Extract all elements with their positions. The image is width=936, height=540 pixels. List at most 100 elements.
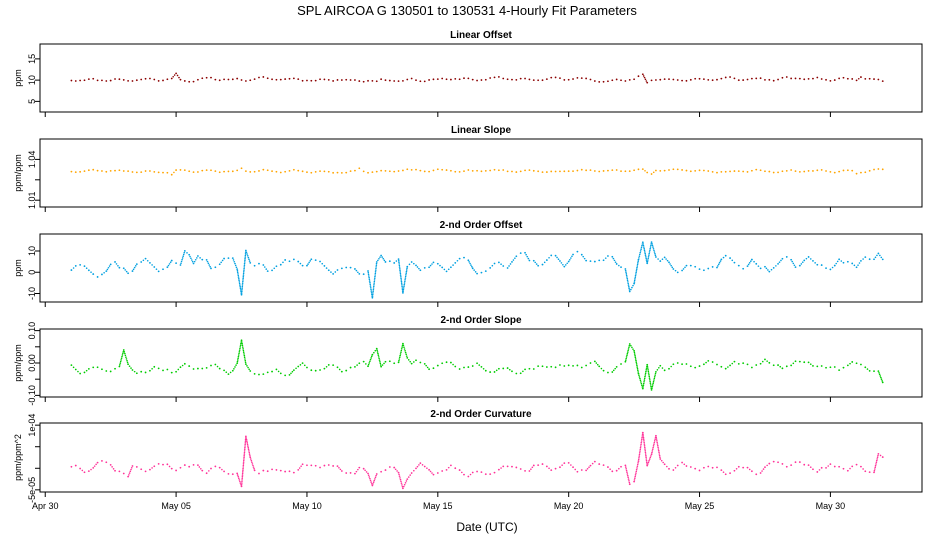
data-point <box>541 365 544 368</box>
data-point <box>512 259 515 261</box>
data-point <box>74 171 77 174</box>
data-point <box>410 168 413 171</box>
data-point <box>672 268 675 270</box>
data-point <box>636 265 639 267</box>
data-point <box>242 272 245 275</box>
data-point <box>405 269 408 271</box>
data-point <box>245 438 248 441</box>
data-point <box>656 369 659 371</box>
data-point <box>657 446 659 449</box>
data-point <box>733 360 736 363</box>
data-point <box>653 251 656 253</box>
data-point <box>227 78 230 81</box>
data-point <box>458 257 461 260</box>
data-point <box>541 463 544 465</box>
data-point <box>241 287 243 289</box>
data-point <box>724 76 727 79</box>
data-point <box>881 456 884 458</box>
data-point <box>563 265 566 268</box>
data-point <box>458 469 461 471</box>
data-point <box>369 477 371 480</box>
data-point <box>655 169 657 172</box>
data-point <box>612 369 615 372</box>
data-point <box>864 171 867 174</box>
data-point <box>425 364 427 367</box>
data-point <box>768 170 771 173</box>
data-point <box>349 472 352 474</box>
data-point <box>340 370 343 373</box>
data-point <box>868 471 871 474</box>
data-point <box>258 262 260 265</box>
data-point <box>149 369 151 372</box>
data-point <box>554 76 557 79</box>
data-point <box>262 373 265 376</box>
data-point <box>182 253 185 256</box>
data-point <box>309 260 312 262</box>
data-point <box>70 79 73 82</box>
data-point <box>314 259 317 262</box>
data-point <box>236 268 239 271</box>
data-point <box>733 469 736 472</box>
data-point <box>109 463 112 466</box>
data-point <box>628 170 631 173</box>
data-point <box>720 258 723 261</box>
data-point <box>493 471 496 474</box>
data-point <box>634 473 637 476</box>
data-point <box>559 260 561 262</box>
data-point <box>374 349 377 352</box>
data-point <box>567 170 570 173</box>
data-point <box>469 262 471 265</box>
data-point <box>550 365 553 368</box>
data-point <box>393 170 396 173</box>
data-point <box>781 367 784 370</box>
data-point <box>340 79 343 81</box>
data-point <box>418 464 420 466</box>
data-point <box>628 346 630 349</box>
data-point <box>519 468 522 470</box>
data-point <box>641 384 643 387</box>
data-point <box>369 285 372 287</box>
data-point <box>729 257 731 259</box>
data-point <box>641 438 643 441</box>
data-point <box>208 264 211 266</box>
data-point <box>639 450 641 452</box>
data-point <box>218 79 221 82</box>
data-point <box>383 362 385 365</box>
data-point <box>649 246 652 248</box>
data-point <box>698 365 701 367</box>
y-tick-label: 0.00 <box>27 354 37 372</box>
data-point <box>694 169 697 172</box>
data-point <box>126 361 129 364</box>
data-point <box>247 446 250 449</box>
data-point <box>866 368 869 370</box>
data-point <box>149 261 151 264</box>
data-point <box>628 479 630 482</box>
data-point <box>262 76 265 78</box>
data-point <box>681 79 683 82</box>
data-point <box>370 483 373 485</box>
data-point <box>528 470 531 472</box>
data-point <box>306 79 308 82</box>
data-point <box>458 78 461 81</box>
y-tick-label: -10 <box>27 287 37 300</box>
data-point <box>127 272 130 275</box>
data-point <box>564 264 567 266</box>
plot-frame <box>39 422 923 493</box>
data-point <box>179 466 182 469</box>
data-point <box>365 363 367 365</box>
data-point <box>441 266 444 269</box>
data-point <box>101 273 103 276</box>
panel-title: 2-nd Order Curvature <box>430 409 532 420</box>
data-point <box>170 371 173 374</box>
data-point <box>607 80 609 83</box>
data-point <box>241 479 243 481</box>
data-point <box>157 171 160 174</box>
data-point <box>115 263 118 265</box>
data-point <box>244 445 246 447</box>
data-point <box>812 260 814 262</box>
plot-frame <box>39 328 923 398</box>
data-point <box>519 372 522 375</box>
data-point <box>83 371 86 374</box>
data-point <box>873 258 875 261</box>
data-point <box>672 469 675 471</box>
